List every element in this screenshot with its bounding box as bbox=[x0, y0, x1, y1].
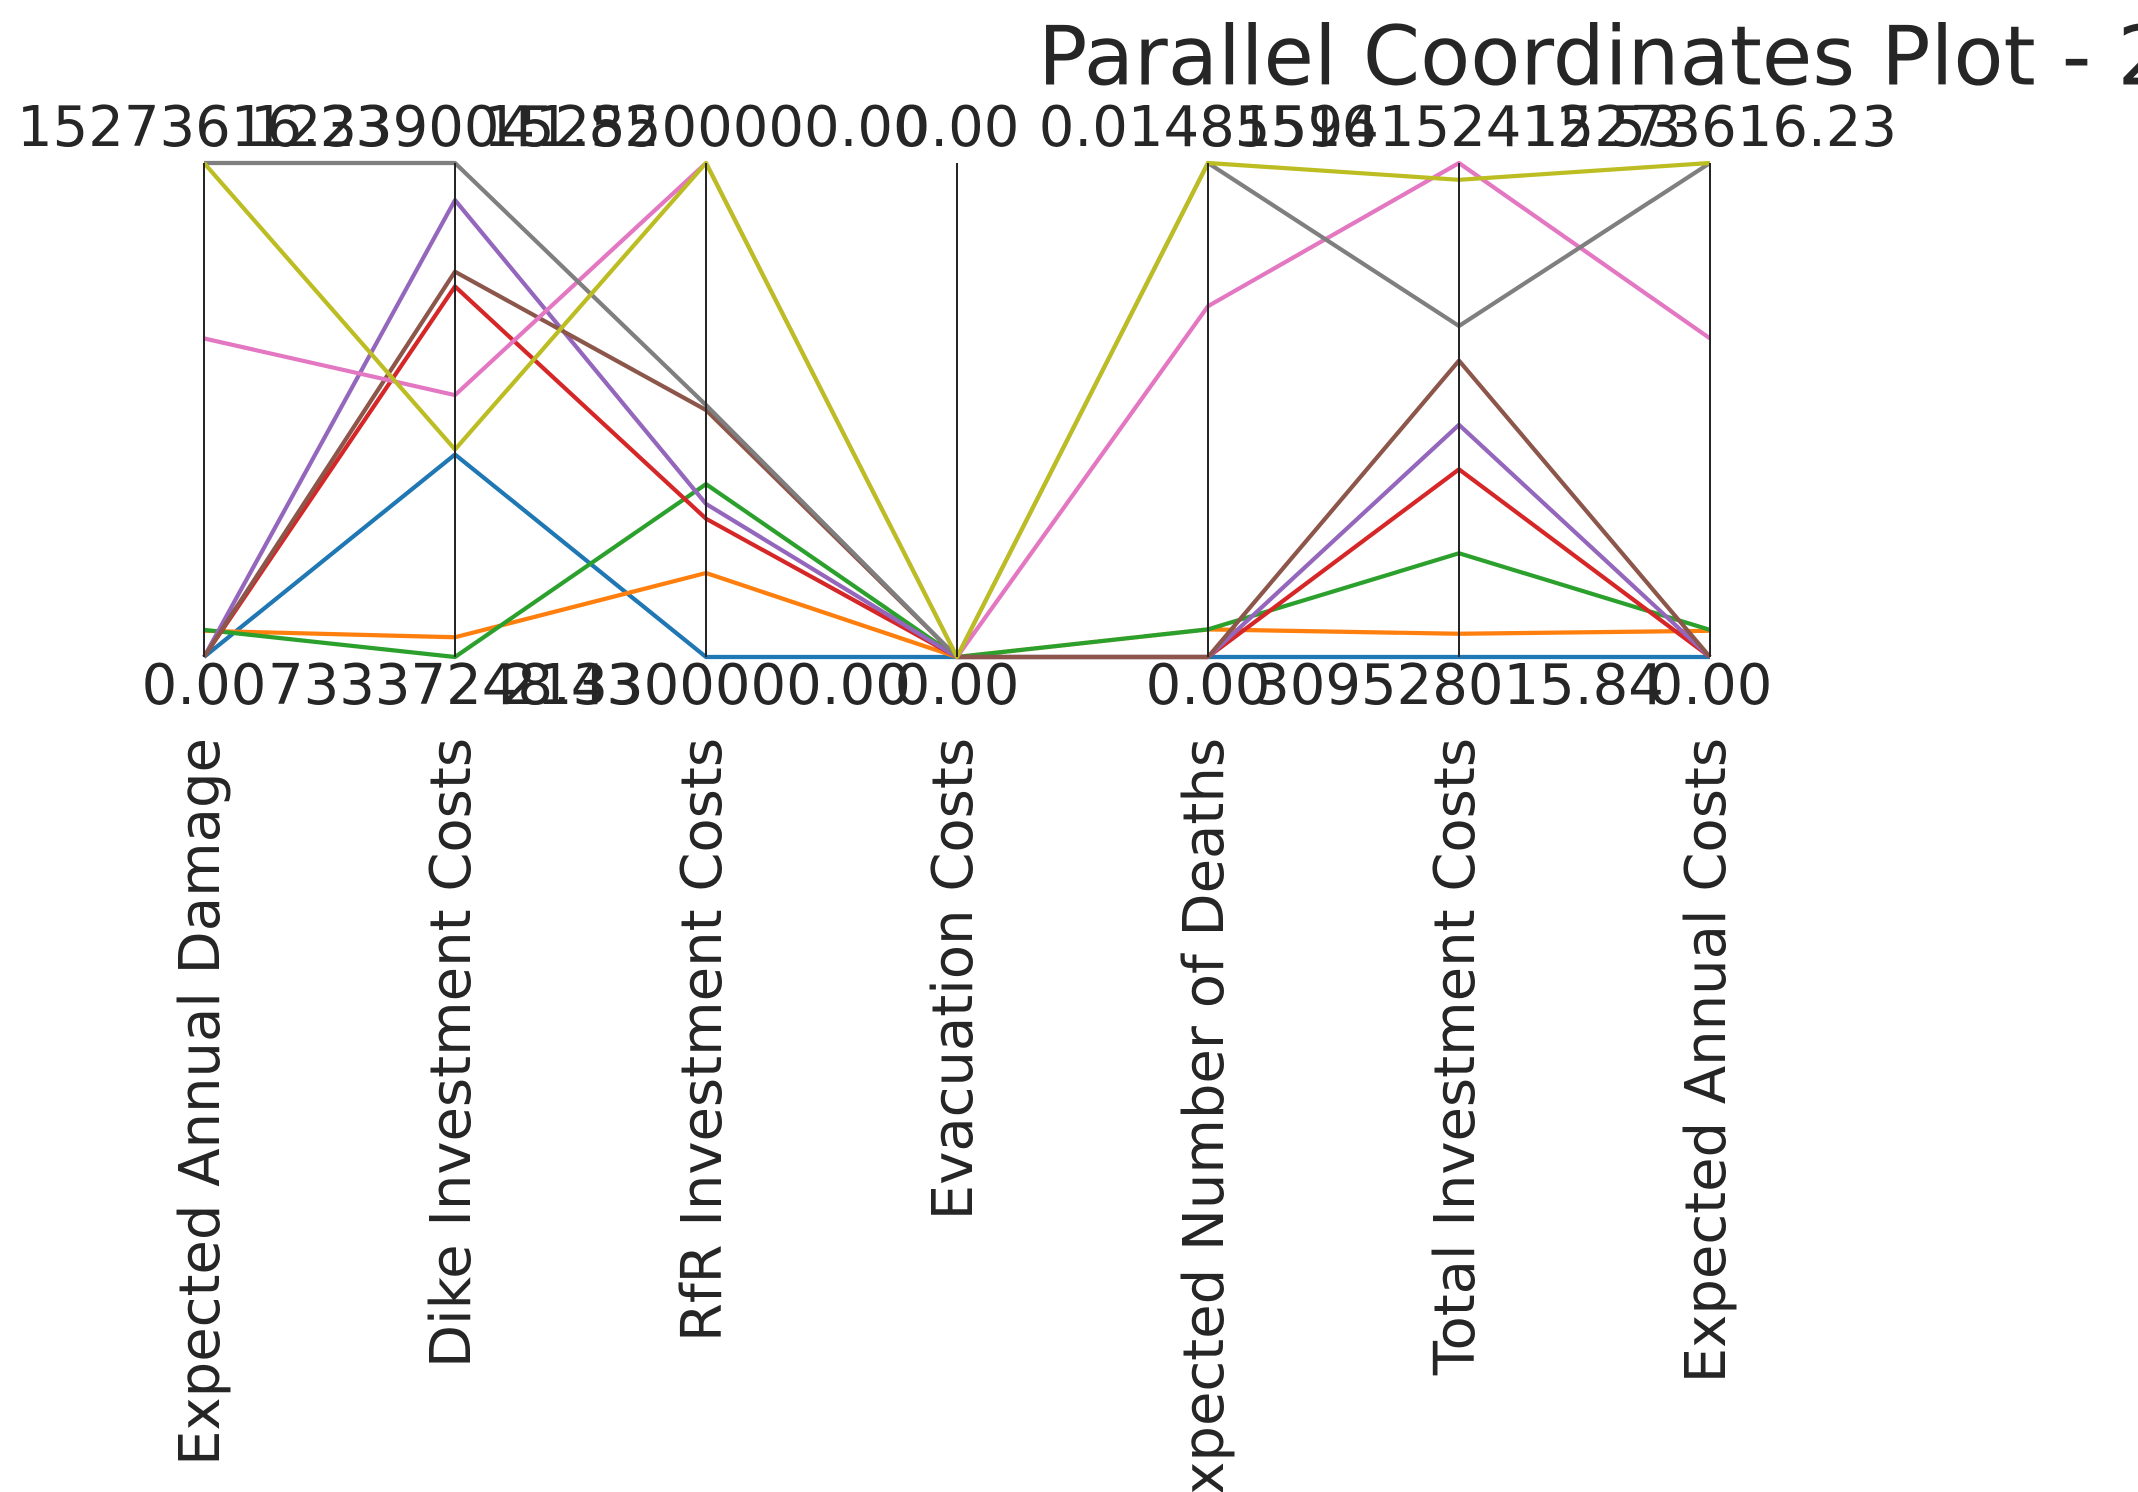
tick-label: 0.00 bbox=[1146, 653, 1271, 718]
tick-label: 1594152412.53 bbox=[1236, 95, 1681, 160]
tick-label: 0.00 bbox=[1648, 653, 1773, 718]
tick-label: 213300000.00 bbox=[501, 653, 911, 718]
tick-label: 0.00 bbox=[895, 95, 1020, 160]
tick-label: 73337248.43 bbox=[268, 653, 642, 718]
tick-label: 309528015.84 bbox=[1254, 653, 1664, 718]
axis-label: Total Investment Costs bbox=[1423, 738, 1488, 1376]
tick-label: 0.00 bbox=[895, 653, 1020, 718]
tick-label: 0.00 bbox=[142, 653, 267, 718]
axis-label: RfR Investment Costs bbox=[670, 738, 735, 1342]
tick-label: 15273616.23 bbox=[1523, 95, 1897, 160]
axis-label: Dike Investment Costs bbox=[419, 738, 484, 1368]
tick-label: 123390041.82 bbox=[250, 95, 660, 160]
tick-label: 0.01485516 bbox=[1039, 95, 1377, 160]
chart-title: Parallel Coordinates Plot - 21 bbox=[1038, 9, 2138, 104]
axis-label: Evacuation Costs bbox=[921, 738, 986, 1220]
axis-label: Expected Annual Costs bbox=[1674, 738, 1739, 1383]
tick-label: 1525500000.00 bbox=[483, 95, 928, 160]
axis-label: Expected Annual Damage bbox=[168, 738, 233, 1466]
tick-label: 15273616.23 bbox=[17, 95, 391, 160]
axis-label: Expected Number of Deaths bbox=[1172, 738, 1237, 1492]
